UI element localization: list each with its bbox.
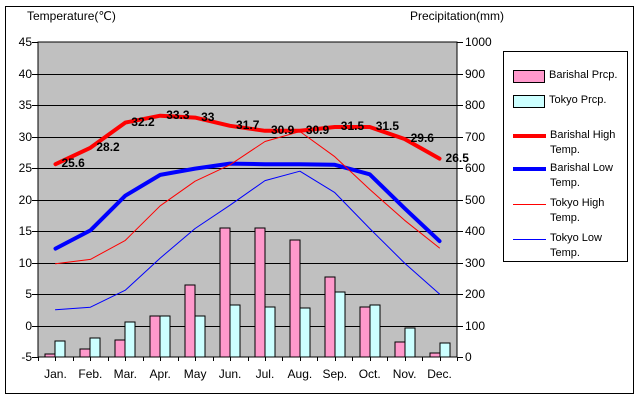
month-label: Jul. <box>255 367 275 381</box>
point-label: 33.3 <box>166 107 190 122</box>
temperature-axis-title: Temperature(℃) <box>27 9 116 23</box>
bar-barishal-prcp- <box>184 284 196 358</box>
bar-tokyo-prcp- <box>334 291 346 358</box>
precip-tick-label: 200 <box>465 287 486 301</box>
bar-barishal-prcp- <box>324 276 336 358</box>
bar-barishal-prcp- <box>429 352 441 358</box>
legend-line-swatch <box>513 134 546 138</box>
temp-tick-label: -5 <box>21 350 32 364</box>
chart-outer-border <box>5 6 634 394</box>
month-label: Aug. <box>287 367 313 381</box>
legend-item-label: Barishal Low Temp. <box>550 162 613 189</box>
bar-barishal-prcp- <box>289 239 301 358</box>
month-label: Nov. <box>392 367 417 381</box>
precip-tick-label: 500 <box>465 192 486 207</box>
bar-tokyo-prcp- <box>124 321 136 358</box>
legend-item: Tokyo Prcp. <box>513 93 629 108</box>
month-label: Mar. <box>113 367 137 381</box>
legend-item: Barishal Low Temp. <box>513 161 630 191</box>
bar-barishal-prcp- <box>394 341 406 358</box>
temp-tick-label: 15 <box>18 224 32 238</box>
bar-tokyo-prcp- <box>54 340 66 358</box>
legend-item: Barishal Prcp. <box>513 68 629 83</box>
temp-tick-label: 10 <box>18 255 32 270</box>
bar-barishal-prcp- <box>359 306 371 358</box>
month-label: Oct. <box>358 367 381 381</box>
legend-item-label: Tokyo High Temp. <box>550 197 605 224</box>
bar-tokyo-prcp- <box>369 304 381 358</box>
bar-tokyo-prcp- <box>404 327 416 358</box>
legend-item-label: Barishal Prcp. <box>549 69 618 81</box>
precip-tick-label: 600 <box>465 161 486 175</box>
bar-tokyo-prcp- <box>159 315 171 358</box>
legend: Barishal Prcp. Tokyo Prcp. Barishal High T… <box>503 51 628 262</box>
legend-bar-swatch <box>513 70 545 83</box>
bar-tokyo-prcp- <box>439 342 451 358</box>
bar-barishal-prcp- <box>149 315 161 358</box>
temp-tick-label: 5 <box>25 287 32 301</box>
legend-line-swatch <box>513 238 546 240</box>
bar-barishal-prcp- <box>44 353 56 358</box>
bar-tokyo-prcp- <box>194 315 206 358</box>
line-tokyo-low-temp- <box>55 170 440 311</box>
point-label: 30.9 <box>270 122 295 137</box>
bar-barishal-prcp- <box>79 348 91 358</box>
legend-item: Barishal High Temp. <box>513 128 630 158</box>
bar-tokyo-prcp- <box>264 306 276 358</box>
precip-tick-label: 800 <box>465 98 486 112</box>
bar-tokyo-prcp- <box>299 307 311 358</box>
line-barishal-low-temp- <box>53 161 442 251</box>
legend-item: Tokyo Low Temp. <box>513 231 630 261</box>
legend-item: Tokyo High Temp. <box>513 196 630 226</box>
bar-tokyo-prcp- <box>89 337 101 358</box>
precip-tick-label: 1000 <box>465 35 492 49</box>
precip-tick-label: 900 <box>465 66 486 81</box>
point-label: 31.5 <box>375 119 400 134</box>
month-label: Dec. <box>427 367 452 381</box>
point-label: 32.2 <box>131 114 155 129</box>
point-label: 31.5 <box>340 119 365 134</box>
point-label: 31.7 <box>236 117 260 132</box>
temp-tick-label: 25 <box>18 161 32 175</box>
legend-item-label: Tokyo Low Temp. <box>550 232 602 259</box>
temp-tick-label: 40 <box>18 66 32 81</box>
legend-item-label: Barishal High Temp. <box>550 129 616 156</box>
month-label: May <box>183 367 207 381</box>
legend-line-swatch <box>513 203 546 205</box>
month-label: Sep. <box>322 367 348 381</box>
precip-tick-label: 300 <box>465 255 486 270</box>
month-label: Apr. <box>149 367 171 381</box>
bar-barishal-prcp- <box>219 227 231 358</box>
bar-barishal-prcp- <box>114 339 126 358</box>
plot-area <box>37 41 458 358</box>
temp-tick-label: 45 <box>18 35 32 49</box>
temp-tick-label: 0 <box>25 318 32 333</box>
bar-tokyo-prcp- <box>229 304 241 358</box>
legend-item-label: Tokyo Prcp. <box>549 94 607 106</box>
temp-tick-label: 30 <box>18 129 32 144</box>
precip-tick-label: 700 <box>465 129 486 144</box>
line-barishal-high-temp- <box>53 113 442 167</box>
point-label: 29.6 <box>410 131 434 146</box>
point-label: 25.6 <box>61 156 85 171</box>
precipitation-axis-title: Precipitation(mm) <box>409 9 504 23</box>
temp-tick-label: 20 <box>18 192 32 207</box>
precip-tick-label: 400 <box>465 224 486 238</box>
line-tokyo-high-temp- <box>55 131 440 265</box>
point-label: 33 <box>201 109 215 124</box>
bar-barishal-prcp- <box>254 227 266 358</box>
point-label: 26.5 <box>445 150 469 165</box>
legend-bar-swatch <box>513 95 545 108</box>
point-label: 28.2 <box>96 139 120 154</box>
point-label: 30.9 <box>305 122 330 137</box>
precip-tick-label: 100 <box>465 318 486 333</box>
temp-tick-label: 35 <box>18 98 32 112</box>
legend-line-swatch <box>513 167 546 171</box>
month-label: Jun. <box>218 367 242 381</box>
month-label: Jan. <box>44 367 67 381</box>
precip-tick-label: 0 <box>465 350 472 364</box>
month-label: Feb. <box>78 367 103 381</box>
